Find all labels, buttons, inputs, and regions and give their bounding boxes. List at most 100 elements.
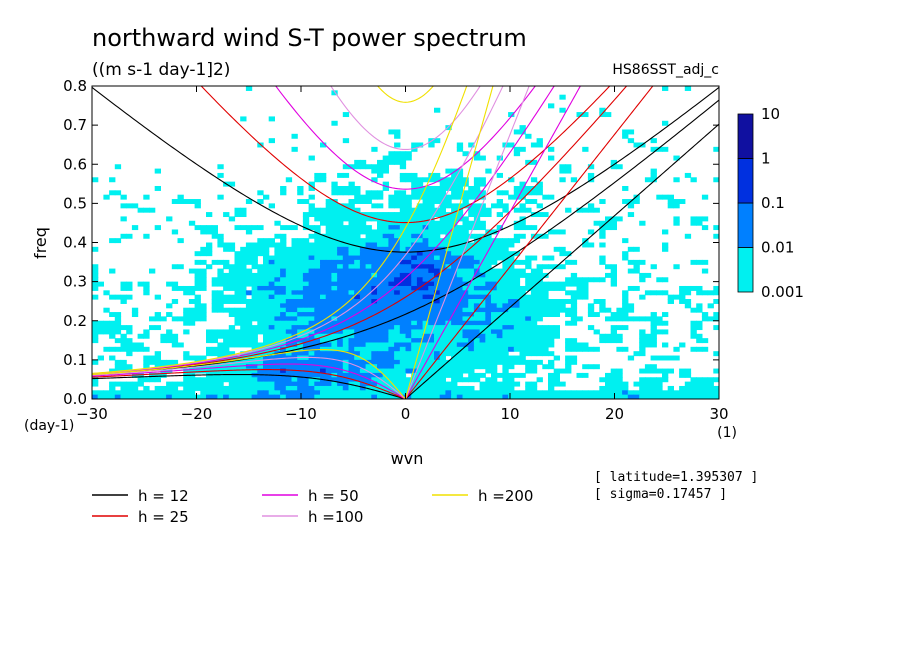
heatmap-cell (354, 216, 361, 222)
heatmap-cell (616, 381, 623, 387)
heatmap-cell (126, 346, 133, 352)
heatmap-cell (456, 255, 464, 261)
heatmap-cell (479, 225, 486, 231)
heatmap-cell (325, 359, 332, 365)
heatmap-cell (570, 259, 578, 265)
heatmap-cell (530, 368, 538, 374)
heatmap-cell (684, 233, 692, 239)
heatmap-cell (388, 212, 395, 218)
heatmap-cell (354, 372, 361, 378)
heatmap-cell (582, 281, 589, 287)
heatmap-cell (371, 281, 378, 287)
heatmap-cell (183, 307, 190, 313)
heatmap-cell (302, 355, 310, 361)
heatmap-cell (491, 385, 498, 391)
heatmap-cell (240, 259, 247, 265)
heatmap-cell (559, 229, 566, 235)
heatmap-cell (690, 329, 697, 335)
heatmap-cell (485, 312, 492, 318)
heatmap-cell (377, 159, 384, 165)
heatmap-cell (662, 246, 669, 252)
heatmap-cell (508, 342, 515, 348)
heatmap-cell (508, 381, 515, 387)
heatmap-cell (337, 355, 344, 361)
heatmap-cell (434, 372, 441, 378)
heatmap-cell (565, 168, 572, 174)
heatmap-cell (405, 329, 412, 335)
heatmap-cell (701, 394, 709, 399)
heatmap-cell (639, 333, 646, 339)
heatmap-cell (610, 316, 617, 322)
heatmap-cell (416, 229, 424, 235)
heatmap-cell (371, 177, 378, 183)
heatmap-cell (308, 212, 315, 218)
heatmap-cell (667, 294, 674, 300)
heatmap-cell (416, 368, 424, 374)
heatmap-cell (257, 307, 264, 313)
heatmap-cell (257, 312, 264, 318)
heatmap-cell (496, 333, 503, 339)
heatmap-cell (428, 307, 435, 313)
heatmap-cell (206, 264, 213, 270)
heatmap-cell (451, 181, 458, 187)
heatmap-cell (166, 329, 173, 335)
heatmap-cell (633, 351, 640, 357)
heatmap-cell (462, 312, 469, 318)
heatmap-cell (456, 394, 464, 399)
heatmap-cell (416, 351, 424, 357)
heatmap-cell (228, 385, 236, 391)
heatmap-cell (451, 194, 458, 200)
heatmap-cell (251, 299, 258, 304)
heatmap-cell (365, 394, 372, 399)
heatmap-cell (388, 394, 395, 399)
heatmap-cell (342, 329, 350, 335)
heatmap-cell (473, 233, 481, 239)
heatmap-cell (348, 346, 355, 352)
heatmap-cell (479, 212, 486, 218)
heatmap-cell (445, 325, 452, 331)
heatmap-cell (394, 372, 401, 378)
heatmap-cell (314, 225, 321, 231)
heatmap-cell (257, 272, 264, 278)
heatmap-cell (456, 142, 464, 148)
heatmap-cell (394, 325, 401, 331)
heatmap-cell (713, 390, 719, 396)
heatmap-cell (257, 325, 264, 331)
heatmap-cell (297, 329, 304, 335)
heatmap-cell (456, 268, 464, 274)
heatmap-cell (508, 307, 515, 313)
heatmap-cell (445, 177, 452, 183)
heatmap-cell (422, 233, 429, 239)
heatmap-cell (530, 329, 538, 335)
heatmap-cell (377, 316, 384, 322)
chart-title: northward wind S-T power spectrum (92, 24, 527, 52)
heatmap-cell (308, 385, 315, 391)
heatmap-cell (473, 359, 481, 365)
heatmap-cell (485, 303, 492, 309)
heatmap-cell (399, 320, 407, 326)
heatmap-cell (342, 164, 350, 170)
heatmap-cell (468, 329, 475, 335)
heatmap-cell (525, 351, 532, 357)
heatmap-cell (513, 342, 521, 348)
heatmap-cell (297, 238, 304, 244)
heatmap-cell (491, 364, 498, 370)
heatmap-cell (234, 272, 241, 278)
heatmap-cell (456, 225, 464, 231)
heatmap-cell (696, 285, 703, 291)
heatmap-cell (228, 351, 236, 357)
heatmap-cell (633, 259, 640, 265)
heatmap-cell (473, 203, 481, 209)
heatmap-cell (337, 346, 344, 352)
heatmap-cell (354, 277, 361, 283)
heatmap-cell (473, 212, 481, 218)
heatmap-cell (251, 290, 258, 296)
heatmap-cell (622, 255, 629, 261)
heatmap-cell (359, 394, 367, 399)
heatmap-cell (388, 246, 395, 252)
heatmap-cell (411, 299, 418, 304)
heatmap-cell (109, 385, 116, 391)
heatmap-cell (320, 342, 327, 348)
heatmap-cell (462, 229, 469, 235)
heatmap-cell (530, 268, 538, 274)
